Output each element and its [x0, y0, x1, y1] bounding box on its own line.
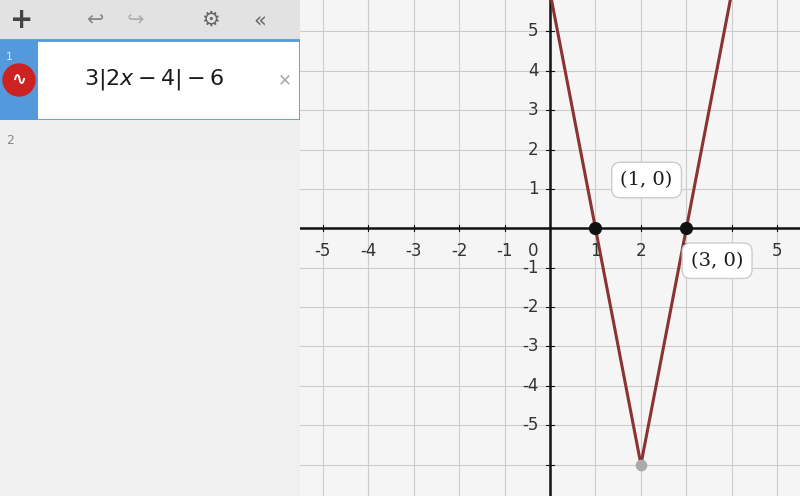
Text: (3, 0): (3, 0) — [691, 251, 743, 270]
Text: -5: -5 — [314, 242, 331, 260]
Text: +: + — [10, 6, 34, 34]
Text: 4: 4 — [726, 242, 737, 260]
FancyBboxPatch shape — [0, 120, 300, 160]
Text: -2: -2 — [522, 298, 538, 316]
Text: 2: 2 — [6, 133, 14, 146]
Point — [589, 224, 602, 232]
Text: $3|2x-4|-6$: $3|2x-4|-6$ — [84, 67, 224, 92]
Text: -5: -5 — [522, 416, 538, 434]
Text: ∿: ∿ — [11, 71, 26, 89]
Point — [680, 224, 693, 232]
Text: -1: -1 — [496, 242, 513, 260]
Point — [634, 461, 647, 469]
Text: 2: 2 — [528, 140, 538, 159]
Text: -2: -2 — [451, 242, 467, 260]
Text: 5: 5 — [528, 22, 538, 41]
FancyBboxPatch shape — [0, 40, 300, 120]
Text: ✕: ✕ — [278, 71, 292, 89]
Text: ⚙: ⚙ — [201, 10, 219, 30]
Text: -4: -4 — [522, 377, 538, 395]
Text: (1, 0): (1, 0) — [621, 171, 673, 189]
Text: -3: -3 — [406, 242, 422, 260]
Text: 1: 1 — [590, 242, 601, 260]
Text: -1: -1 — [522, 259, 538, 277]
Text: -4: -4 — [360, 242, 376, 260]
Text: -3: -3 — [522, 337, 538, 356]
Text: ↪: ↪ — [126, 10, 144, 30]
Text: 2: 2 — [635, 242, 646, 260]
Circle shape — [3, 64, 35, 96]
Text: 1: 1 — [6, 52, 13, 62]
Text: 0: 0 — [528, 242, 538, 260]
Text: 3: 3 — [681, 242, 692, 260]
Text: 3: 3 — [528, 101, 538, 119]
Text: 1: 1 — [528, 180, 538, 198]
Text: ↩: ↩ — [86, 10, 104, 30]
FancyBboxPatch shape — [0, 0, 300, 40]
Text: 5: 5 — [772, 242, 782, 260]
Text: «: « — [254, 10, 266, 30]
FancyBboxPatch shape — [0, 40, 38, 120]
Text: 4: 4 — [528, 62, 538, 80]
